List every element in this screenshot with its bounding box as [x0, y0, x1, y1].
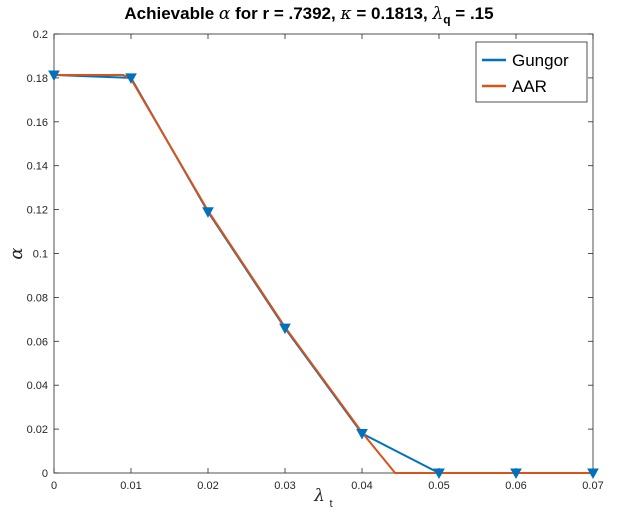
- legend-label-gungor: Gungor: [512, 51, 569, 70]
- x-tick-label: 0.06: [505, 480, 526, 492]
- chart-title: Achievable α for r = .7392, κ = 0.1813, …: [124, 4, 494, 27]
- series-marker-gungor: [433, 468, 445, 480]
- x-axis-label-subscript: t: [330, 498, 333, 510]
- x-tick-label: 0.03: [274, 480, 295, 492]
- legend-box: [475, 41, 588, 103]
- x-tick-label: 0.04: [351, 480, 372, 492]
- series-marker-gungor: [510, 468, 522, 480]
- y-tick-label: 0.16: [27, 117, 48, 129]
- series-line-aar: [54, 74, 593, 474]
- y-tick-label: 0.08: [27, 292, 48, 304]
- y-axis-label: α: [6, 247, 27, 259]
- y-tick-label: 0.04: [27, 380, 48, 392]
- series-marker-gungor: [125, 73, 137, 84]
- y-tick-label: 0.2: [33, 29, 48, 41]
- y-tick-label: 0: [42, 468, 48, 480]
- x-tick-label: 0: [51, 480, 57, 492]
- legend-label-aar: AAR: [512, 77, 547, 96]
- y-tick-label: 0.02: [27, 424, 48, 436]
- y-tick-label: 0.18: [27, 73, 48, 85]
- y-tick-label: 0.06: [27, 336, 48, 348]
- series-marker-gungor: [202, 207, 214, 218]
- series-marker-gungor: [587, 468, 599, 480]
- x-tick-label: 0.02: [197, 480, 218, 492]
- x-tick-label: 0.05: [428, 480, 449, 492]
- series-marker-gungor: [356, 428, 368, 440]
- x-axis-label: λ: [313, 486, 325, 506]
- y-tick-label: 0.14: [27, 161, 48, 173]
- y-tick-label: 0.12: [27, 205, 48, 217]
- x-tick-label: 0.01: [120, 480, 141, 492]
- axes-box: [53, 33, 594, 474]
- series-marker-gungor: [48, 70, 60, 82]
- x-tick-label: 0.07: [582, 480, 603, 492]
- series-marker-gungor: [279, 323, 291, 335]
- y-tick-label: 0.1: [33, 249, 48, 261]
